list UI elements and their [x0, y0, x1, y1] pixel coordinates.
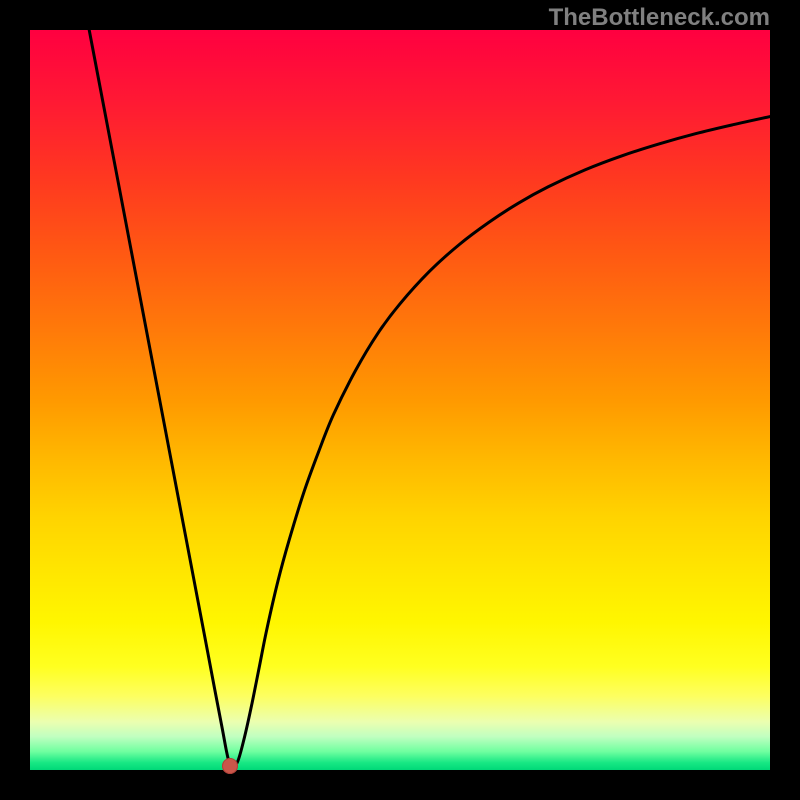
chart-frame: TheBottleneck.com [0, 0, 800, 800]
watermark-text: TheBottleneck.com [549, 4, 770, 32]
bottleneck-curve [30, 30, 770, 770]
min-marker [222, 758, 238, 774]
plot-area [30, 30, 770, 770]
